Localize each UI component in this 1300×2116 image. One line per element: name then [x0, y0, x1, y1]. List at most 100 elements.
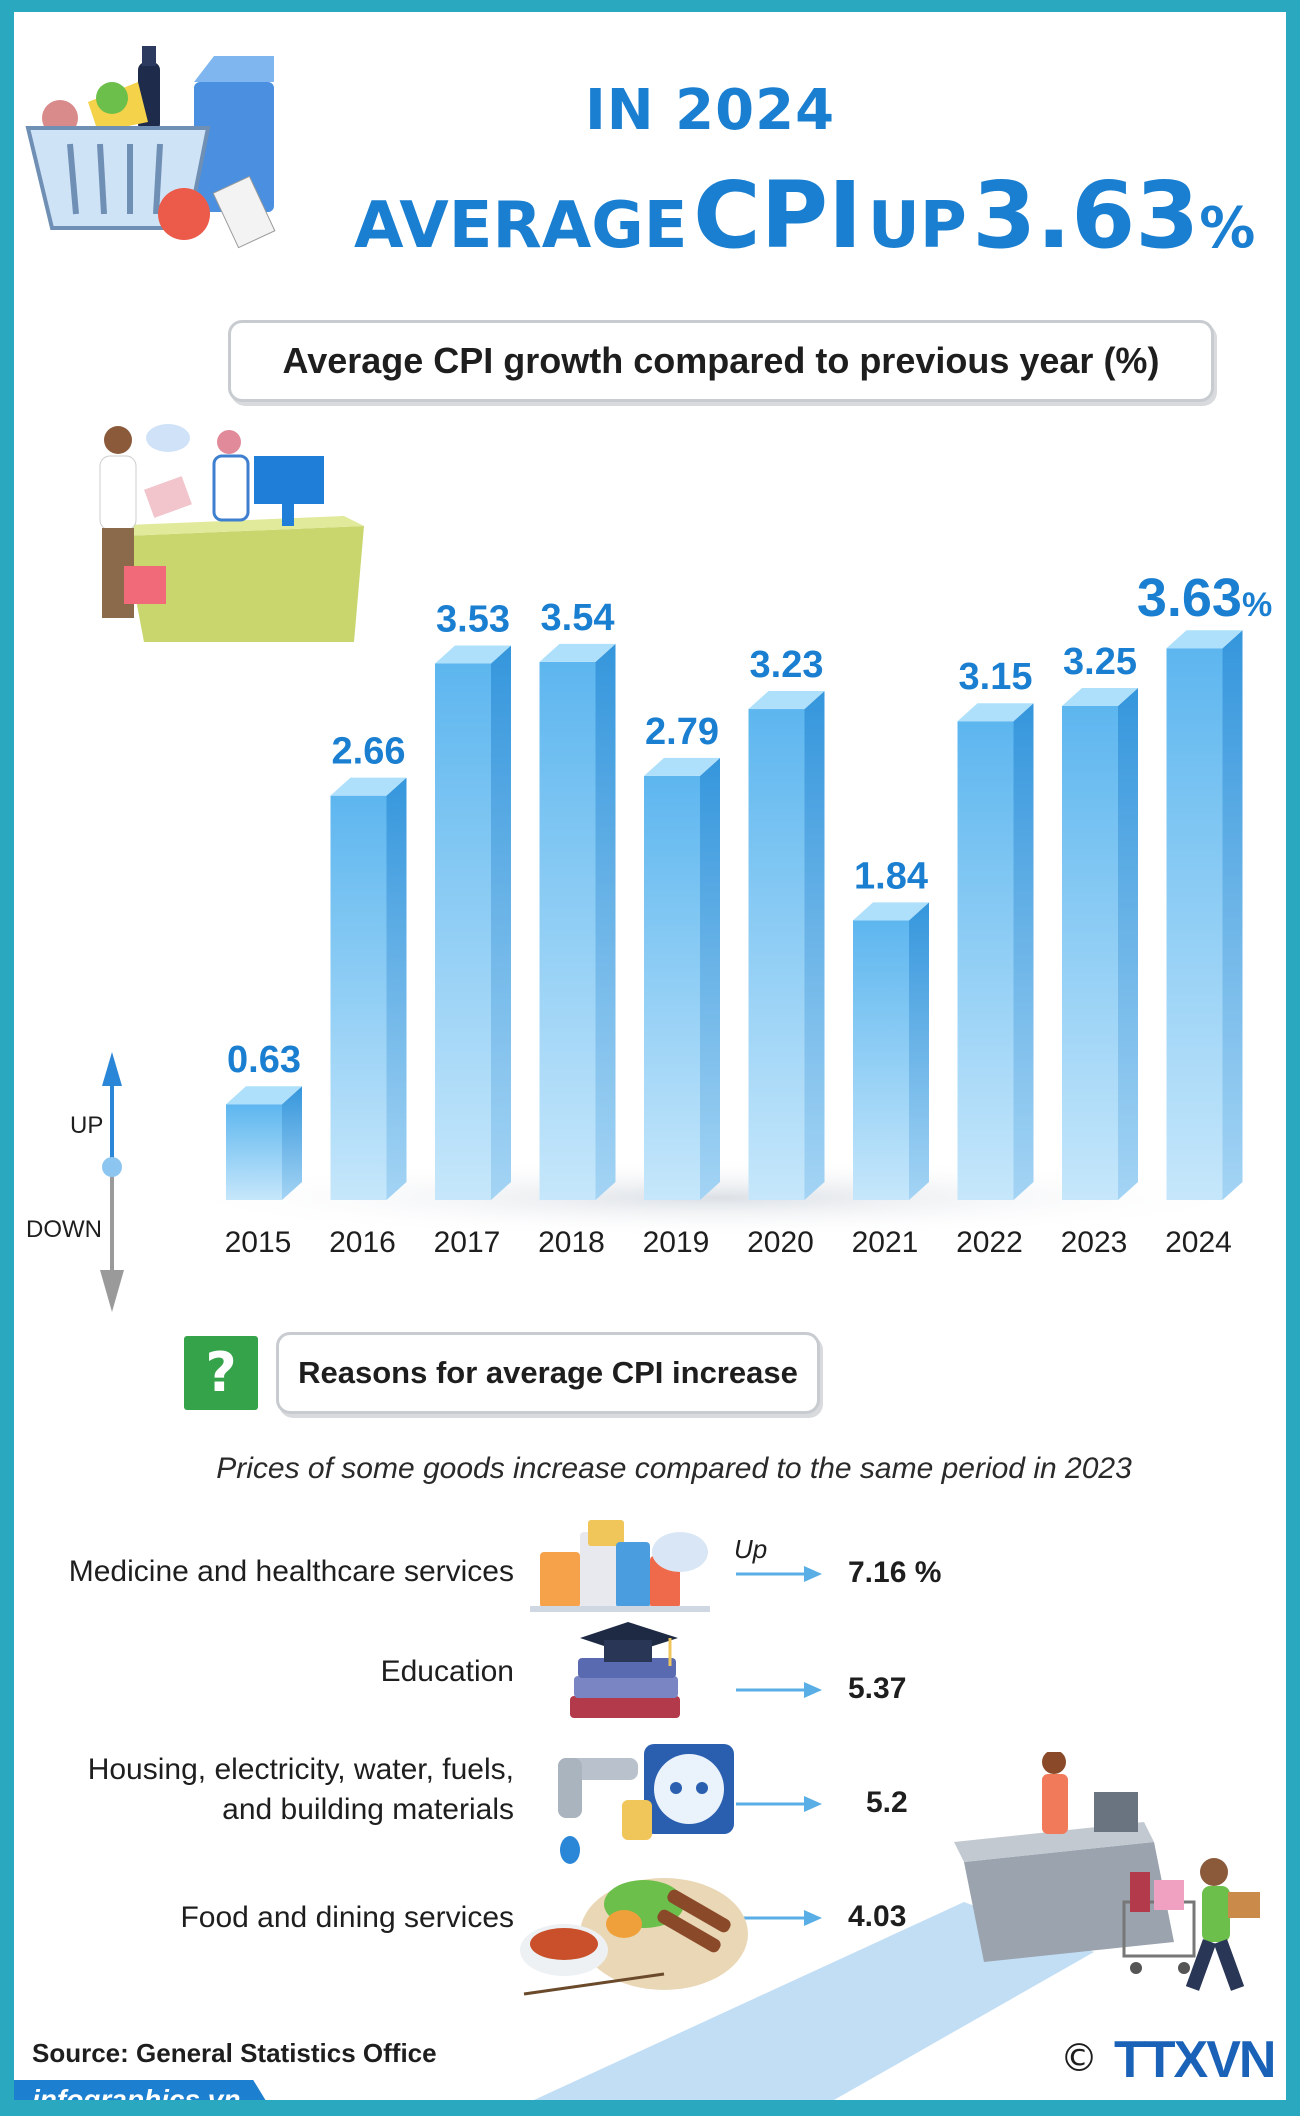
- bar-side: [386, 777, 407, 1200]
- bar-top: [330, 777, 407, 796]
- year-label: 2021: [852, 1226, 919, 1259]
- reason-value-medicine: 7.16 %: [848, 1556, 942, 1589]
- headline-cpi: AVERAGE CPI UP 3.63%: [354, 162, 1255, 269]
- bar-top: [1062, 688, 1138, 706]
- year-label: 2018: [538, 1226, 605, 1259]
- copyright-symbol: ©: [1060, 2036, 1098, 2080]
- bar-top: [853, 902, 929, 921]
- graduation-books-icon: [570, 1622, 680, 1718]
- reasons-subtitle: Prices of some goods increase compared t…: [216, 1452, 1132, 1485]
- bar-2022: [957, 703, 1034, 1200]
- bar-side: [1118, 688, 1138, 1200]
- value-label-suffix: %: [1242, 586, 1272, 624]
- bar-front: [539, 661, 596, 1200]
- arrow-right-icon: [736, 1796, 822, 1812]
- value-label: 3.15: [959, 656, 1033, 698]
- bar-side: [909, 902, 929, 1200]
- bar-top: [435, 645, 511, 664]
- footer-bar: [14, 2080, 274, 2100]
- bar-front: [853, 920, 909, 1200]
- source-text: Source: General Statistics Office: [32, 2038, 437, 2068]
- bar-top: [226, 1086, 302, 1105]
- year-label: 2024: [1165, 1226, 1232, 1259]
- bar-side: [491, 645, 511, 1200]
- bar-2019: [644, 757, 720, 1200]
- bar-2016: [330, 777, 407, 1200]
- value-label: 0.63: [227, 1039, 301, 1081]
- year-label: 2019: [643, 1226, 710, 1259]
- reason-label-medicine: Medicine and healthcare services: [68, 1555, 514, 1588]
- bar-2021: [853, 902, 929, 1200]
- bar-front: [330, 795, 387, 1200]
- question-mark-icon: ?: [184, 1336, 258, 1410]
- up-down-arrow-icon: [100, 1052, 124, 1312]
- chart-title: Average CPI growth compared to previous …: [228, 320, 1214, 402]
- value-label: 3.63%: [1137, 568, 1272, 628]
- medicine-icon: [530, 1520, 710, 1612]
- bar-top: [957, 703, 1034, 722]
- arrow-right-icon: [736, 1910, 822, 1926]
- bar-2020: [748, 691, 825, 1200]
- headline-average: AVERAGE: [354, 189, 688, 263]
- reason-value-education: 5.37: [848, 1672, 907, 1705]
- food-platter-icon: [520, 1878, 748, 1996]
- headline-year: IN 2024: [584, 78, 836, 143]
- bar-side: [700, 757, 720, 1200]
- bar-front: [226, 1104, 282, 1200]
- year-label: 2020: [747, 1226, 814, 1259]
- value-label: 3.53: [436, 598, 510, 640]
- year-label: 2015: [225, 1226, 292, 1259]
- value-label: 3.54: [541, 597, 615, 639]
- year-label: 2023: [1061, 1226, 1128, 1259]
- value-label: 1.84: [854, 855, 928, 897]
- bar-side: [804, 691, 825, 1200]
- arrow-right-icon: [736, 1566, 822, 1582]
- headline-percent: %: [1199, 196, 1256, 261]
- reason-value-food: 4.03: [848, 1900, 907, 1933]
- bar-front: [1166, 648, 1223, 1200]
- bar-front: [644, 775, 700, 1200]
- value-label: 2.79: [645, 711, 719, 753]
- headline-up: UP: [867, 189, 967, 263]
- headline-cpi-word: CPI: [693, 162, 863, 269]
- year-label: 2017: [434, 1226, 501, 1259]
- legend-up: UP: [70, 1112, 104, 1139]
- cpi-bar-chart: 0.63 2.66 3.53 3.54 2.79 3.23 1.84 3.15 3.253.63…: [100, 568, 1274, 1312]
- legend-down: DOWN: [26, 1216, 102, 1243]
- year-label: 2016: [329, 1226, 396, 1259]
- value-label: 3.23: [750, 644, 824, 686]
- bar-2017: [435, 645, 511, 1200]
- bar-top: [1166, 630, 1243, 649]
- headline-value: 3.63: [972, 162, 1200, 269]
- shopping-scene-icon: [534, 1752, 1260, 2100]
- bar-front: [435, 663, 491, 1200]
- bar-top: [748, 691, 825, 710]
- footer-site-link[interactable]: infographics.vn: [32, 2084, 241, 2100]
- year-labels-group: 2015 2016 2017 2018 2019 2020 2021 2022 2023 2024: [225, 1226, 1232, 1259]
- faucet-socket-icon: [558, 1744, 734, 1864]
- bar-front: [957, 721, 1014, 1200]
- reasons-title: Reasons for average CPI increase: [276, 1332, 820, 1414]
- agency-logo: TTXVN: [1114, 2031, 1276, 2089]
- up-label: Up: [734, 1534, 768, 1564]
- bar-2024: [1166, 630, 1243, 1200]
- arrow-right-icon: [736, 1682, 822, 1698]
- bar-2018: [539, 643, 616, 1200]
- reason-label-food: Food and dining services: [180, 1901, 514, 1934]
- value-label: 3.25: [1063, 641, 1137, 683]
- bar-top: [644, 757, 720, 776]
- reason-label-housing: Housing, electricity, water, fuels, and …: [87, 1753, 514, 1826]
- value-label: 2.66: [332, 731, 406, 773]
- bar-2015: [226, 1086, 302, 1200]
- bar-side: [282, 1086, 302, 1200]
- bar-side: [1013, 703, 1034, 1200]
- bar-side: [595, 643, 616, 1200]
- infographic-card: IN 2024 AVERAGE CPI UP 3.63% Average CPI…: [14, 12, 1286, 2100]
- bars-group: [226, 630, 1243, 1200]
- bar-front: [1062, 706, 1118, 1200]
- grocery-basket-icon: [25, 46, 276, 249]
- year-label: 2022: [956, 1226, 1023, 1259]
- reason-value-housing: 5.2: [866, 1786, 908, 1819]
- bar-front: [748, 709, 805, 1200]
- cashier-counter-icon: [99, 424, 364, 642]
